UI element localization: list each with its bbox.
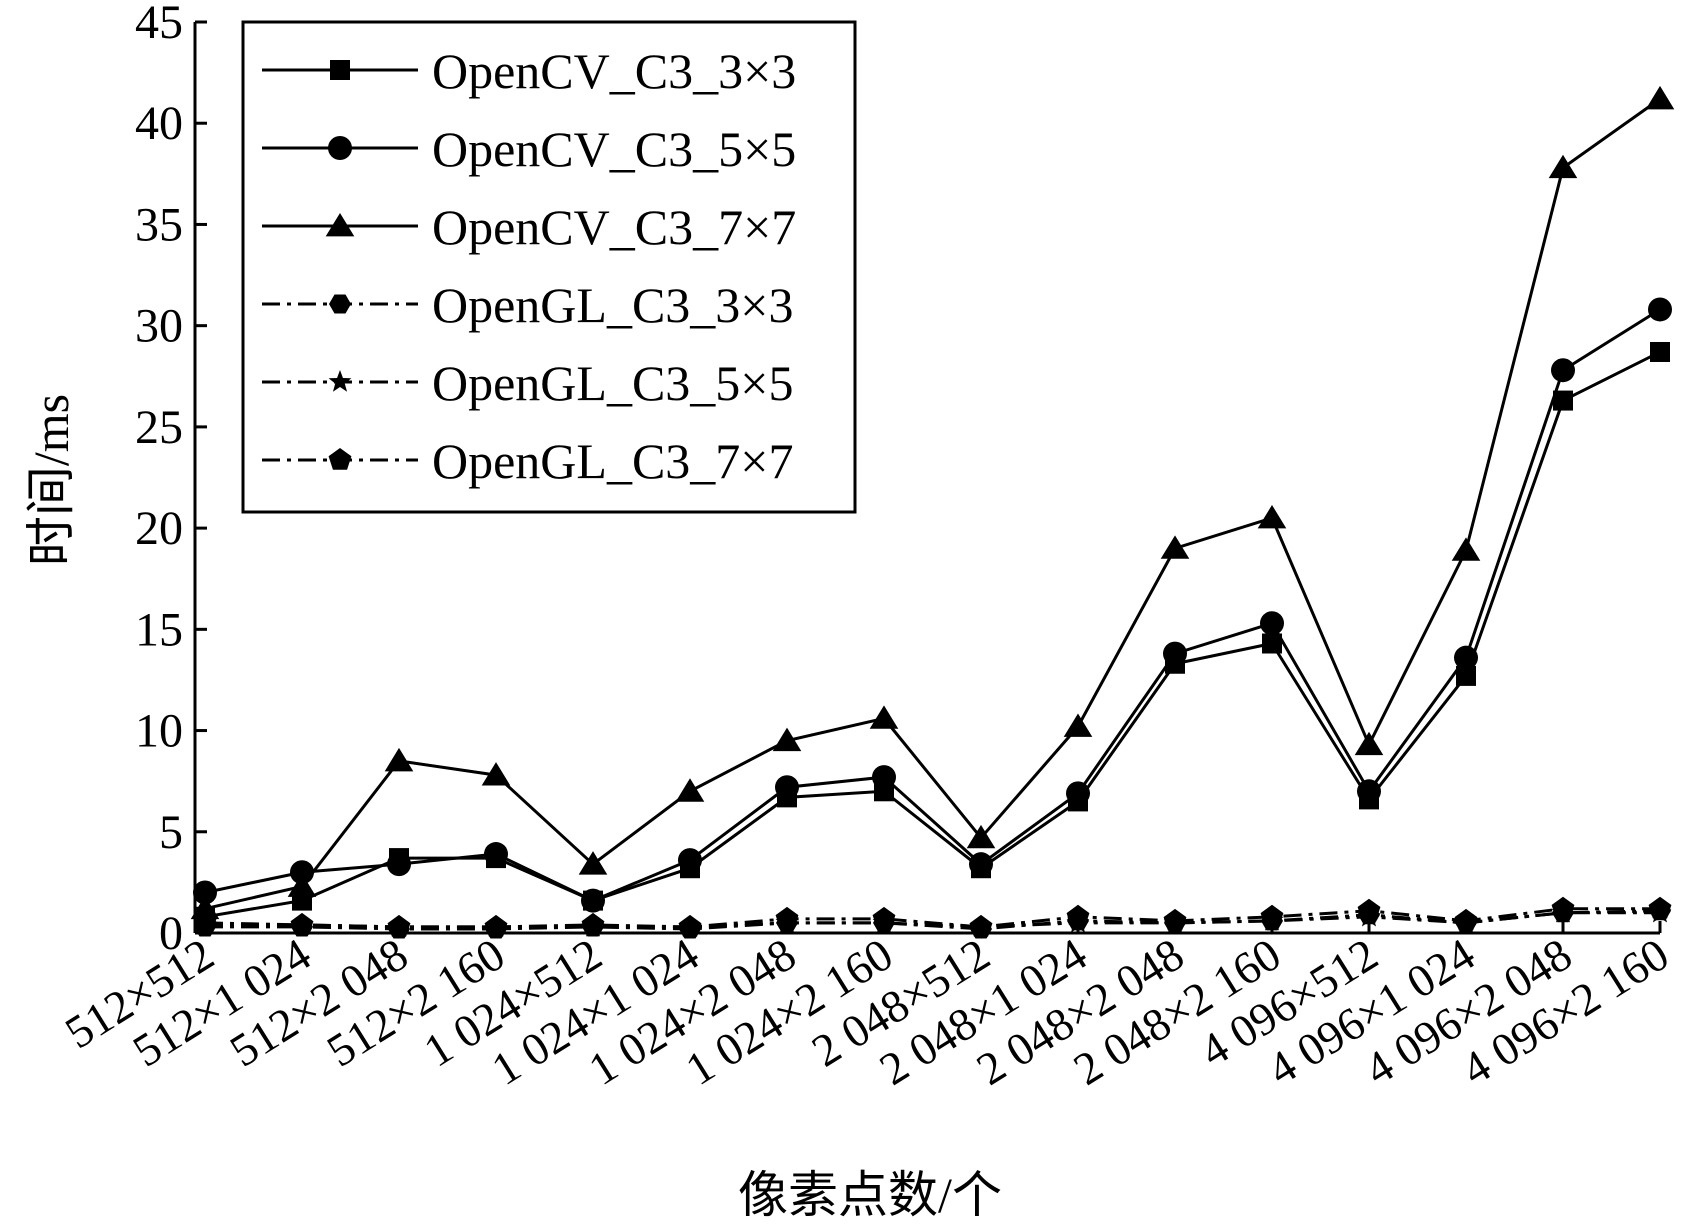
data-point (290, 912, 314, 935)
data-point (384, 747, 414, 772)
data-point (484, 914, 508, 937)
data-point (193, 910, 217, 933)
y-tick-label: 10 (135, 705, 183, 758)
data-point (1551, 358, 1575, 383)
data-point (578, 851, 608, 875)
data-point (966, 824, 996, 849)
data-point (581, 888, 605, 913)
data-point (1548, 154, 1578, 179)
y-tick-label: 25 (135, 401, 183, 454)
data-point (969, 852, 993, 877)
legend-item: OpenGL_C3_5×5 (262, 355, 794, 411)
legend-label: OpenCV_C3_5×5 (432, 121, 796, 177)
data-point (678, 914, 702, 937)
data-point (1451, 537, 1481, 561)
data-point (1257, 504, 1287, 529)
data-point (190, 895, 220, 920)
data-point (1160, 535, 1190, 559)
data-point (675, 778, 705, 802)
series-line (204, 97, 1661, 911)
data-point (1648, 297, 1672, 322)
data-point (193, 880, 217, 905)
legend: OpenCV_C3_3×3 OpenCV_C3_5×5 OpenCV_C3_7×7 O… (241, 20, 857, 514)
data-point (387, 914, 411, 937)
y-tick-label: 40 (135, 97, 183, 150)
data-point (1357, 779, 1381, 804)
legend-label: OpenCV_C3_7×7 (432, 199, 796, 255)
data-point (1553, 390, 1573, 411)
legend-item: OpenCV_C3_5×5 (262, 121, 796, 177)
data-point (969, 914, 993, 937)
data-point (581, 912, 605, 935)
data-point (387, 852, 411, 877)
legend-marker (328, 448, 352, 470)
data-point (1551, 896, 1575, 919)
series-line (204, 308, 1661, 903)
data-point (1163, 641, 1187, 666)
legend-marker (328, 136, 352, 160)
data-point (775, 906, 799, 929)
data-point (1066, 781, 1090, 806)
legend-label: OpenGL_C3_5×5 (432, 355, 794, 411)
y-tick-label: 45 (135, 0, 183, 49)
legend-marker (328, 370, 352, 392)
legend-item: OpenGL_C3_3×3 (262, 277, 794, 333)
data-point (1456, 665, 1476, 686)
data-point (1650, 341, 1670, 362)
data-point (678, 848, 702, 873)
legend-label: OpenGL_C3_7×7 (432, 433, 794, 489)
legend-label: OpenCV_C3_3×3 (432, 43, 796, 99)
data-point (1354, 731, 1384, 756)
y-tick-label: 35 (135, 198, 183, 251)
data-point (1260, 904, 1284, 927)
y-tick-label: 5 (159, 806, 183, 859)
legend-item: OpenGL_C3_7×7 (262, 433, 794, 489)
data-point (1063, 713, 1093, 737)
series-line (204, 907, 1660, 929)
data-point (872, 765, 896, 790)
data-point (869, 705, 899, 729)
y-tick-label: 15 (135, 603, 183, 656)
legend-marker (330, 60, 350, 80)
data-point (1260, 611, 1284, 636)
data-point (1454, 645, 1478, 670)
data-point (481, 762, 511, 786)
data-point (872, 906, 896, 929)
data-point (772, 727, 802, 752)
legend-label: OpenGL_C3_3×3 (432, 277, 794, 333)
legend-box (241, 20, 857, 514)
legend-item: OpenCV_C3_3×3 (262, 43, 796, 99)
y-tick-label: 20 (135, 502, 183, 555)
y-tick-label: 0 (159, 907, 183, 960)
data-point (287, 873, 317, 897)
x-axis-label: 像素点数/个 (738, 1167, 1002, 1223)
series-5 (193, 896, 1672, 937)
data-point (1454, 908, 1478, 931)
data-point (1357, 898, 1381, 921)
legend-item: OpenCV_C3_7×7 (262, 199, 796, 255)
legend-marker (325, 213, 355, 237)
data-point (1163, 908, 1187, 931)
legend-marker (329, 294, 351, 314)
data-point (775, 775, 799, 800)
data-point (484, 842, 508, 867)
y-axis-label: 时间/ms (23, 394, 79, 566)
series-2 (190, 85, 1675, 920)
data-point (1648, 896, 1672, 919)
data-point (1645, 85, 1675, 110)
plot-area (190, 85, 1675, 939)
data-point (1066, 904, 1090, 927)
y-tick-label: 30 (135, 300, 183, 353)
data-point (1262, 633, 1282, 654)
